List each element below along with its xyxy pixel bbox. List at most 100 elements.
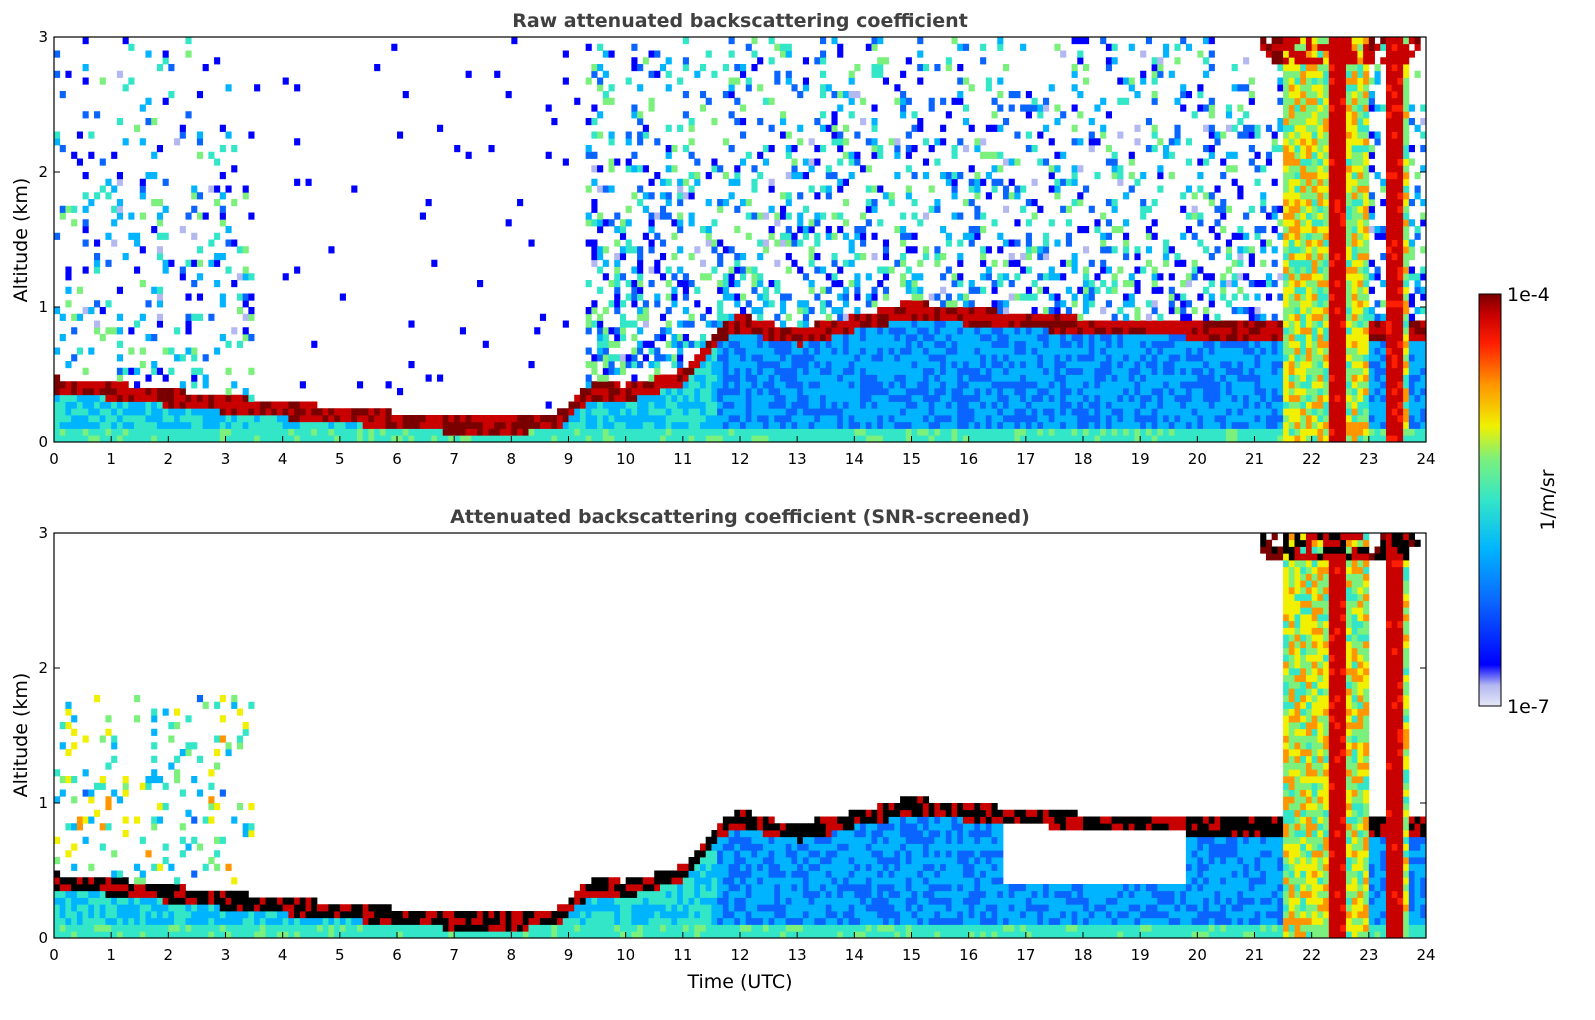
heatmap-cell xyxy=(1100,124,1107,132)
heatmap-cell xyxy=(1117,327,1124,335)
heatmap-cell xyxy=(1020,428,1027,436)
heatmap-cell xyxy=(682,111,689,119)
heatmap-cell xyxy=(208,185,215,193)
heatmap-cell xyxy=(842,124,850,132)
heatmap-cell xyxy=(488,415,495,423)
heatmap-cell xyxy=(1168,172,1175,180)
heatmap-cell xyxy=(1203,428,1210,436)
heatmap-cell xyxy=(957,415,964,423)
heatmap-cell xyxy=(1071,327,1078,335)
heatmap-cell xyxy=(1151,367,1158,375)
heatmap-cell xyxy=(1288,273,1295,281)
heatmap-cell xyxy=(642,313,649,321)
heatmap-cell xyxy=(682,145,689,153)
heatmap-cell xyxy=(631,381,638,389)
heatmap-cell xyxy=(671,219,678,227)
heatmap-cell xyxy=(1020,408,1027,416)
heatmap-cell xyxy=(922,394,930,402)
heatmap-cell xyxy=(1208,124,1215,132)
heatmap-cell xyxy=(1243,428,1250,436)
heatmap-cell xyxy=(648,104,655,112)
heatmap-cell xyxy=(225,131,232,139)
heatmap-cell xyxy=(1157,408,1164,416)
heatmap-cell xyxy=(71,354,78,362)
heatmap-cell xyxy=(1163,421,1170,429)
heatmap-cell xyxy=(608,131,615,139)
heatmap-cell xyxy=(179,388,186,396)
heatmap-cell xyxy=(665,388,672,396)
heatmap-cell xyxy=(888,138,895,146)
heatmap-cell xyxy=(1163,50,1170,58)
heatmap-cell xyxy=(65,388,72,396)
heatmap-cell xyxy=(94,266,101,274)
heatmap-cell xyxy=(1145,327,1152,335)
heatmap-cell xyxy=(922,361,930,369)
heatmap-cell xyxy=(980,334,987,342)
heatmap-cell xyxy=(951,192,958,200)
heatmap-cell xyxy=(1311,145,1318,153)
heatmap-cell xyxy=(1328,131,1335,139)
heatmap-cell xyxy=(76,421,83,429)
heatmap-cell xyxy=(316,435,324,443)
heatmap-cell xyxy=(637,266,644,274)
heatmap-cell xyxy=(1294,401,1301,409)
heatmap-cell xyxy=(1077,192,1084,200)
heatmap-cell xyxy=(1208,192,1215,200)
heatmap-cell xyxy=(356,421,364,429)
heatmap-cell xyxy=(688,367,695,375)
heatmap-cell xyxy=(1031,415,1038,423)
heatmap-cell xyxy=(1243,57,1250,65)
heatmap-cell xyxy=(1260,394,1267,402)
heatmap-cell xyxy=(922,307,930,315)
heatmap-cell xyxy=(1328,347,1335,355)
heatmap-cell xyxy=(1168,435,1175,443)
heatmap-cell xyxy=(814,266,821,274)
heatmap-cell xyxy=(1288,246,1295,254)
heatmap-cell xyxy=(785,226,792,234)
heatmap-cell xyxy=(1294,118,1301,126)
heatmap-cell xyxy=(1163,394,1170,402)
heatmap-cell xyxy=(1174,428,1181,436)
heatmap-cell xyxy=(848,374,855,382)
heatmap-cell xyxy=(311,408,318,416)
heatmap-cell xyxy=(597,43,604,51)
heatmap-cell xyxy=(299,435,306,443)
heatmap-cell xyxy=(1305,77,1313,85)
heatmap-cell xyxy=(1185,327,1193,335)
heatmap-cell xyxy=(991,388,998,396)
heatmap-cell xyxy=(1317,361,1324,369)
heatmap-cell xyxy=(1151,361,1158,369)
heatmap-cell xyxy=(1180,367,1187,375)
heatmap-cell xyxy=(837,138,844,146)
heatmap-cell xyxy=(1163,145,1170,153)
heatmap-cell xyxy=(1294,334,1301,342)
heatmap-cell xyxy=(1111,313,1118,321)
heatmap-cell xyxy=(1088,367,1095,375)
heatmap-cell xyxy=(951,367,958,375)
heatmap-cell xyxy=(608,280,615,288)
heatmap-cell xyxy=(1083,361,1090,369)
heatmap-cell xyxy=(1025,293,1032,301)
heatmap-cell xyxy=(642,354,649,362)
heatmap-cell xyxy=(854,226,861,234)
heatmap-cell xyxy=(968,374,975,382)
heatmap-cell xyxy=(842,151,850,159)
heatmap-cell xyxy=(305,428,312,436)
heatmap-cell xyxy=(1077,374,1084,382)
heatmap-cell xyxy=(865,219,872,227)
heatmap-cell xyxy=(1054,273,1061,281)
heatmap-cell xyxy=(448,428,455,436)
heatmap-cell xyxy=(151,401,158,409)
heatmap-cell xyxy=(1020,367,1027,375)
heatmap-cell xyxy=(202,374,209,382)
heatmap-cell xyxy=(740,415,747,423)
heatmap-cell xyxy=(71,313,78,321)
heatmap-cell xyxy=(111,401,118,409)
heatmap-cell xyxy=(957,334,964,342)
heatmap-cell xyxy=(1254,151,1261,159)
heatmap-cell xyxy=(705,340,712,348)
heatmap-cell xyxy=(59,381,66,389)
heatmap-cell xyxy=(1265,273,1273,281)
heatmap-cell xyxy=(59,212,66,220)
heatmap-cell xyxy=(848,408,855,416)
